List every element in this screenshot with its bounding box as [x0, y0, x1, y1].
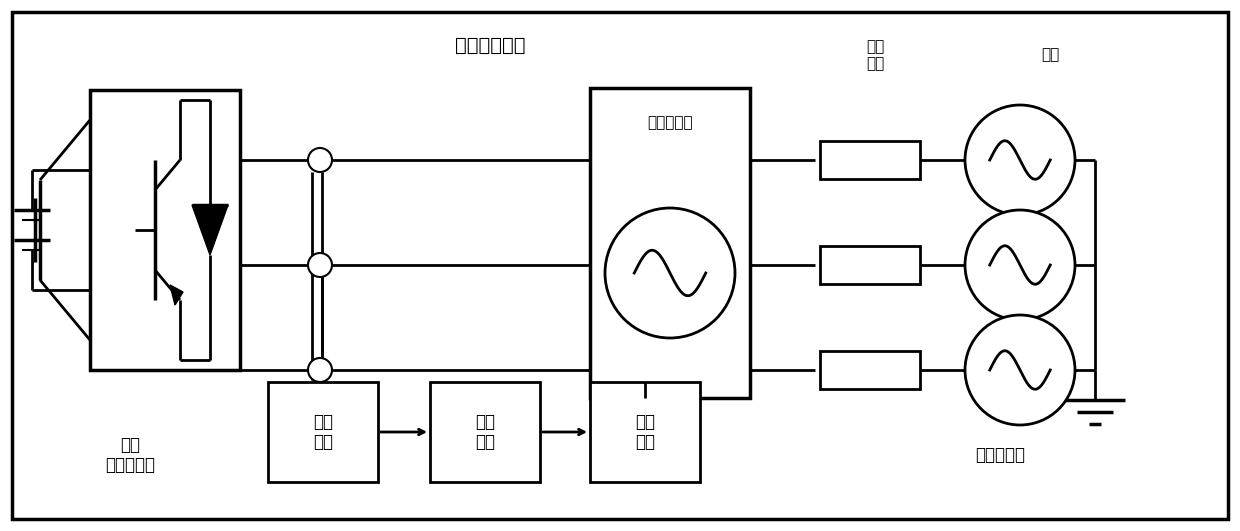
- Polygon shape: [170, 285, 184, 305]
- Bar: [820, 351, 920, 389]
- Circle shape: [308, 358, 332, 382]
- Text: 电网
阻抗: 电网 阻抗: [866, 39, 884, 71]
- Bar: [430, 382, 539, 482]
- Text: 数据
处理: 数据 处理: [475, 413, 495, 451]
- Text: 数据
分析: 数据 分析: [635, 413, 655, 451]
- Bar: [590, 382, 701, 482]
- Bar: [820, 141, 920, 179]
- Text: 阻抗测量装置: 阻抗测量装置: [455, 36, 526, 55]
- Circle shape: [308, 253, 332, 277]
- Text: 数据
采集: 数据 采集: [312, 413, 334, 451]
- Circle shape: [965, 315, 1075, 425]
- Polygon shape: [192, 205, 228, 255]
- Bar: [820, 246, 920, 284]
- Circle shape: [605, 208, 735, 338]
- Text: 受控扰动源: 受控扰动源: [647, 116, 693, 131]
- Circle shape: [965, 210, 1075, 320]
- Bar: [255, 12, 795, 519]
- Bar: [795, 12, 1228, 519]
- Bar: [91, 90, 241, 370]
- Circle shape: [965, 105, 1075, 215]
- Bar: [590, 88, 750, 398]
- Bar: [268, 382, 378, 482]
- Bar: [12, 12, 255, 519]
- Text: 电网: 电网: [1040, 47, 1059, 63]
- Circle shape: [308, 148, 332, 172]
- Text: 待测
三相变流器: 待测 三相变流器: [105, 435, 155, 474]
- Text: 非理想电网: 非理想电网: [975, 446, 1025, 464]
